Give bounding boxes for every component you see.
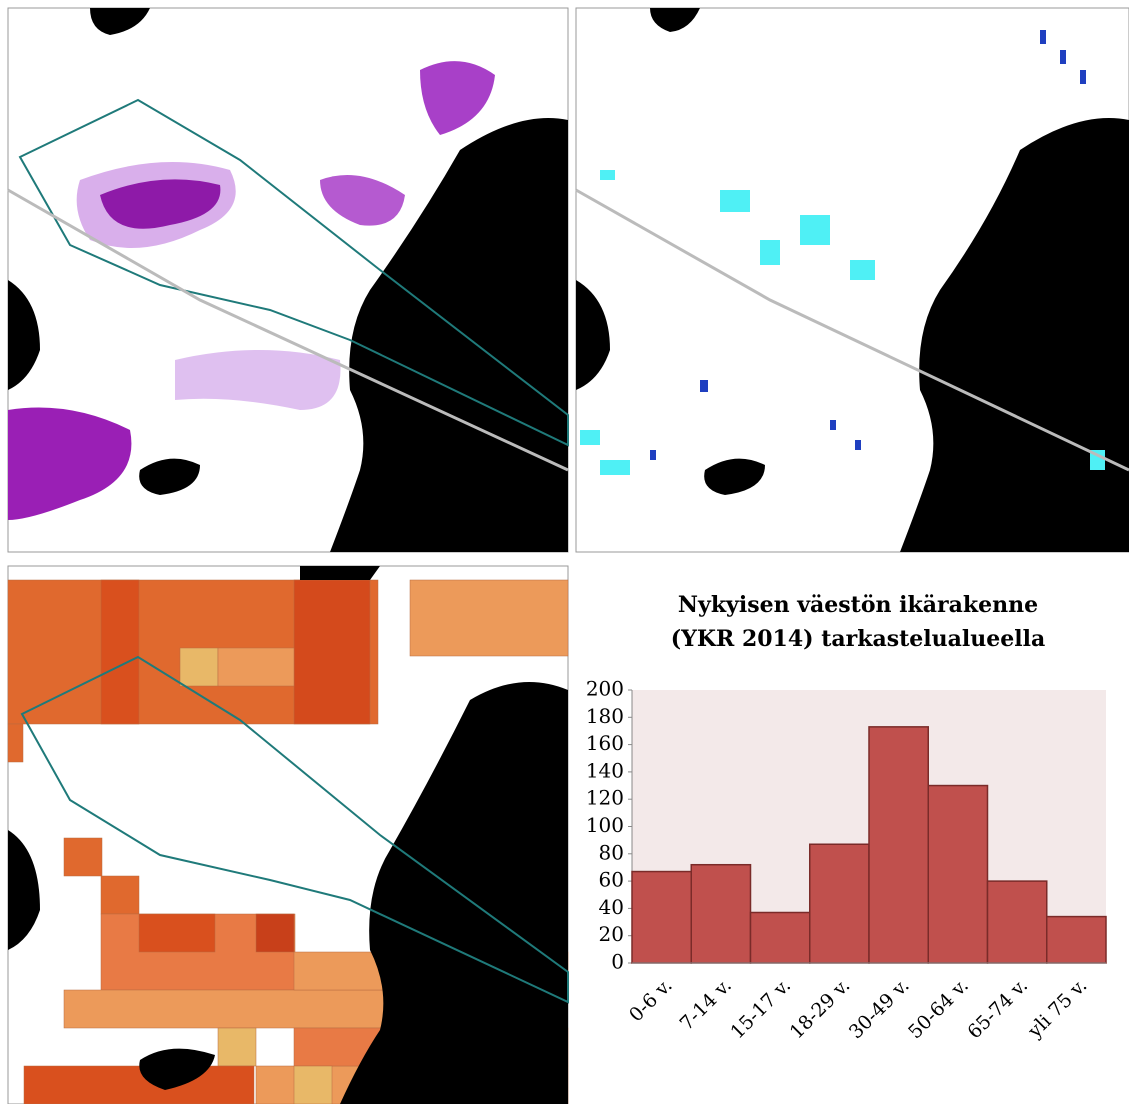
figure: Nykyisen väestön ikärakenne (YKR 2014) t… (0, 0, 1129, 1104)
y-tick-label: 120 (586, 786, 624, 810)
y-tick-label: 140 (586, 758, 624, 782)
bar (869, 727, 928, 963)
map-bottom-left (8, 566, 568, 1104)
bar (810, 844, 869, 963)
y-tick-label: 160 (586, 731, 624, 755)
chart-panel: Nykyisen väestön ikärakenne (YKR 2014) t… (576, 566, 1129, 1104)
map-top-left (8, 8, 568, 552)
y-tick-label: 180 (586, 704, 624, 728)
y-tick-label: 100 (586, 813, 624, 837)
chart-title: Nykyisen väestön ikärakenne (678, 592, 1038, 618)
bar (632, 872, 691, 963)
y-tick-label: 20 (599, 922, 624, 946)
bar (751, 912, 810, 963)
y-tick-label: 60 (599, 868, 624, 892)
bar (988, 881, 1047, 963)
bar (1047, 917, 1106, 963)
page: Nykyisen väestön ikärakenne (YKR 2014) t… (0, 0, 1129, 1104)
chart-title: (YKR 2014) tarkastelualueella (671, 626, 1045, 652)
y-tick-label: 0 (611, 950, 624, 974)
y-tick-label: 40 (599, 895, 624, 919)
y-tick-label: 80 (599, 840, 624, 864)
map-top-right (576, 8, 1129, 552)
bar (928, 786, 987, 963)
bar (691, 865, 750, 963)
y-tick-label: 200 (586, 677, 624, 701)
